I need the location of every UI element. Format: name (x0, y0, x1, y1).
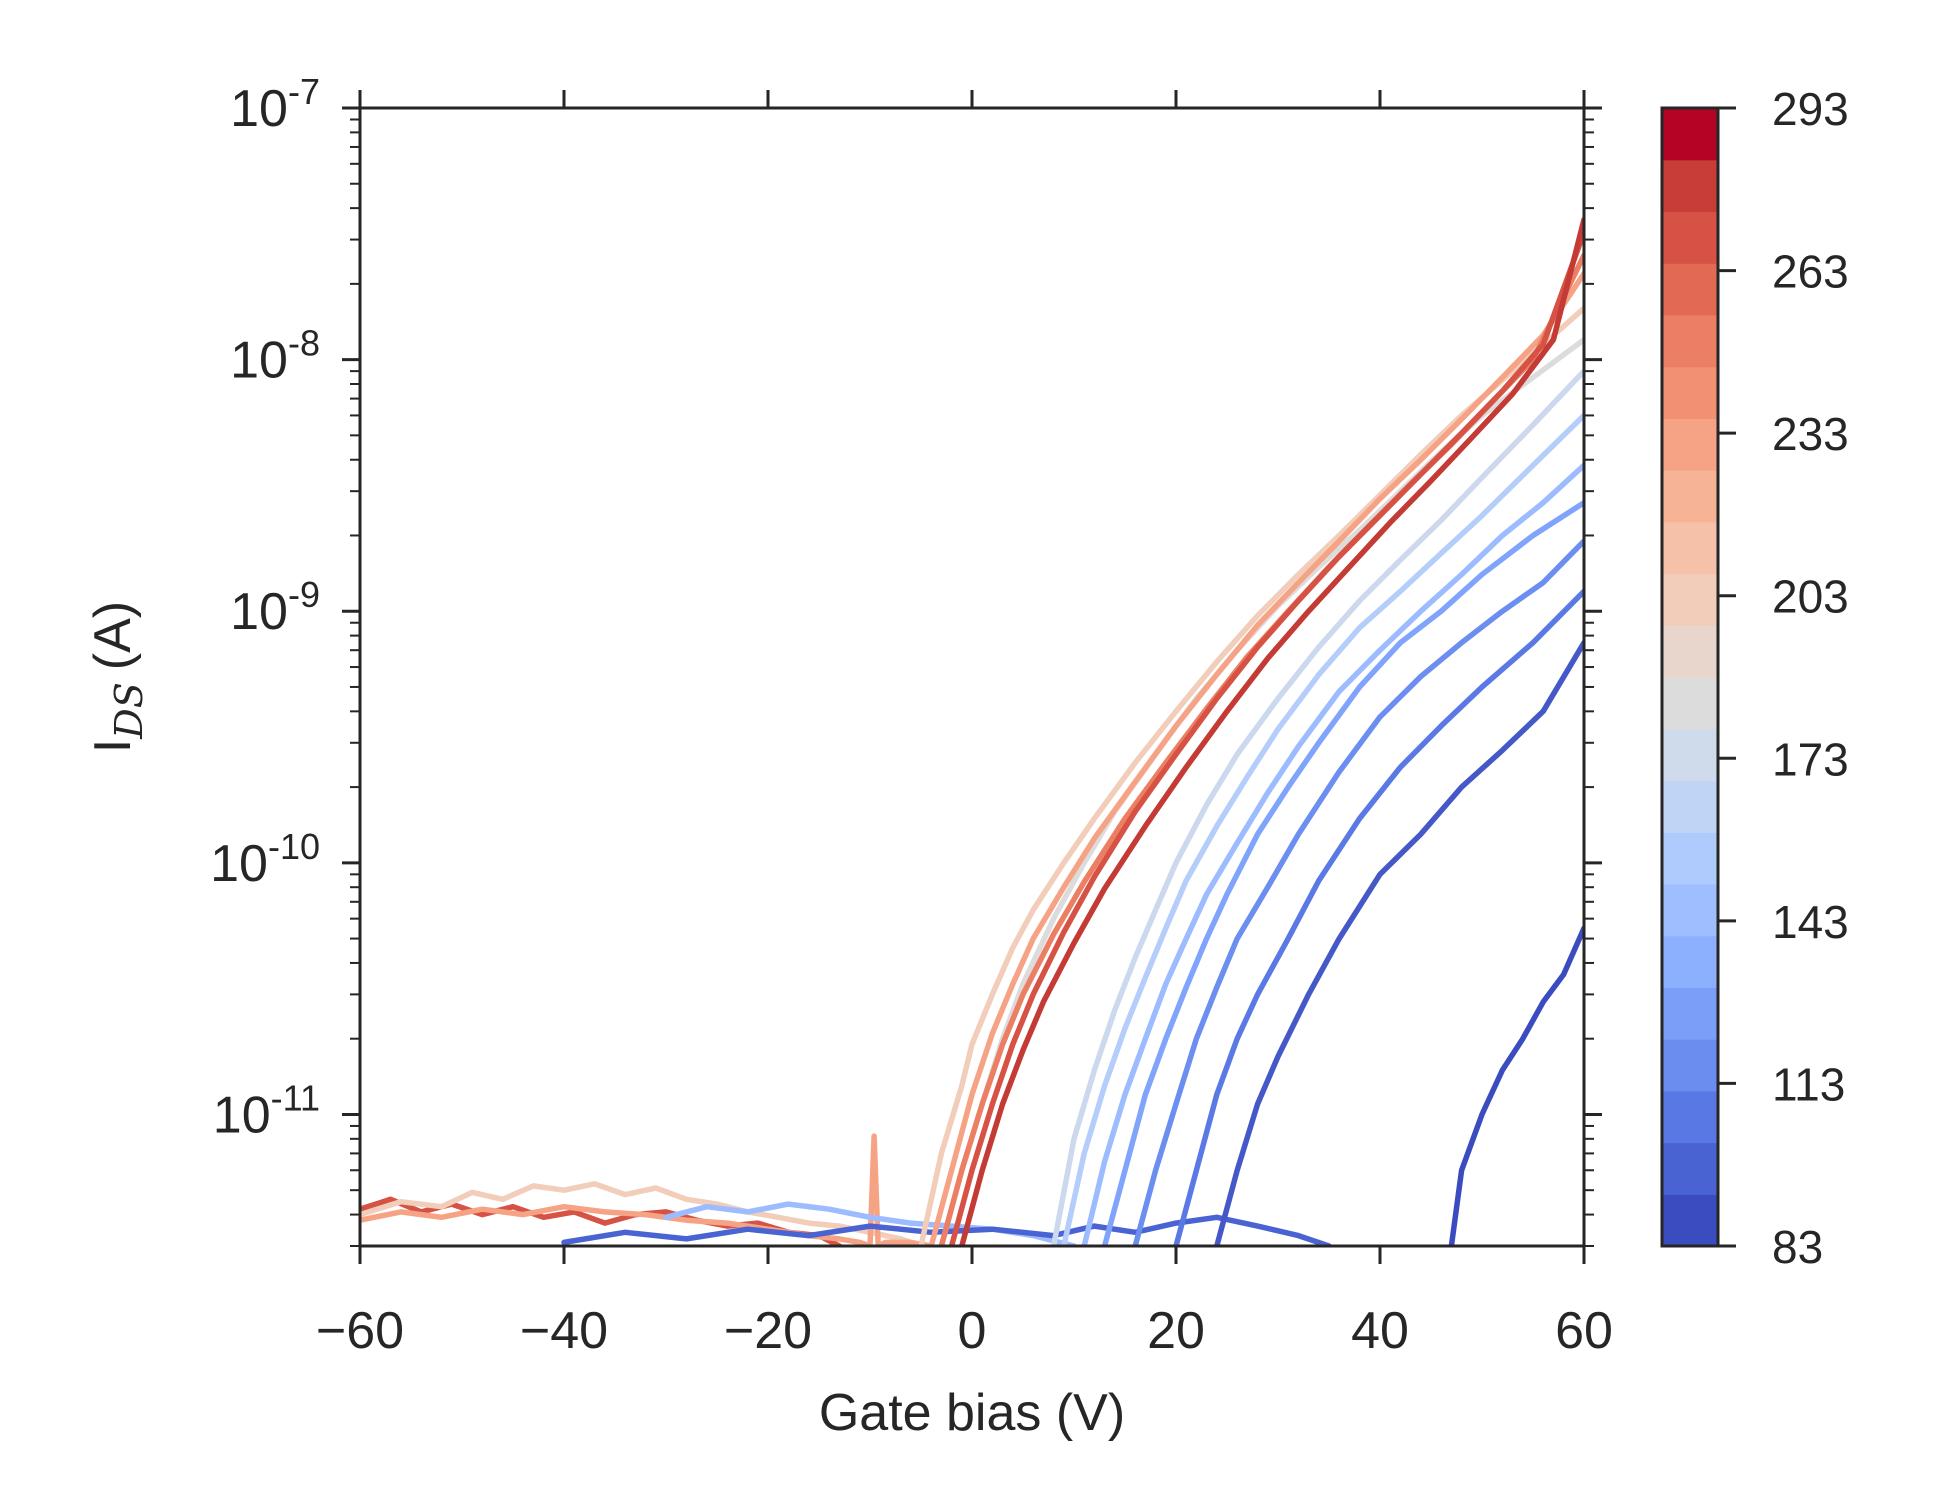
colorbar-segment (1662, 573, 1718, 626)
y-tick-label: 10-7 (230, 71, 320, 138)
tick-layer: −60 −40 −20 0 20 40 60 10-11 10-10 10-9 10-8 10-7 (210, 71, 1613, 1360)
colorbar-tick-label: 143 (1772, 896, 1849, 948)
x-tick-label: −20 (724, 1302, 812, 1360)
noise-line-4 (561, 1214, 1332, 1246)
series-line-143K (1101, 499, 1584, 1246)
series-line-233K (928, 270, 1584, 1246)
series-line-158K (1081, 462, 1584, 1246)
colorbar-segment (1662, 987, 1718, 1040)
y-tick-label: 10-8 (230, 323, 320, 390)
colorbar-tick-label: 83 (1772, 1221, 1823, 1273)
y-axis-label: IDS (A) (84, 601, 151, 753)
colorbar-tick-label: 203 (1772, 571, 1849, 623)
colorbar-segment (1662, 625, 1718, 678)
series-line-263K (948, 229, 1584, 1246)
colorbar-segment (1662, 521, 1718, 575)
series-line-283K (959, 216, 1584, 1246)
series-line-83K (1448, 925, 1584, 1246)
colorbar-segment (1662, 780, 1718, 833)
x-tick-label: −60 (316, 1302, 404, 1360)
series-line-218K (918, 305, 1584, 1246)
plot-frame (358, 106, 1586, 1248)
x-axis-label: Gate bias (V) (819, 1384, 1125, 1442)
colorbar-tick-label: 233 (1772, 408, 1849, 460)
colorbar-segment (1662, 883, 1718, 937)
colorbar-tick-label: 113 (1772, 1058, 1845, 1110)
colorbar-segment (1662, 935, 1718, 988)
colorbar-segment (1662, 211, 1718, 264)
x-tick-label: 40 (1351, 1302, 1409, 1360)
x-tick-label: −40 (520, 1302, 608, 1360)
y-tick-label: 10-11 (213, 1077, 320, 1144)
noise-line-1 (360, 1181, 924, 1246)
colorbar-frame (1660, 106, 1720, 1248)
x-tick-label: 60 (1555, 1302, 1613, 1360)
colorbar-segment (1662, 159, 1718, 213)
colorbar-segment (1662, 677, 1718, 730)
series-line-188K (1050, 368, 1584, 1246)
colorbar-tick-label: 293 (1772, 83, 1849, 135)
y-axis-label-subscript: DS (107, 682, 151, 740)
y-axis-label-main: I (84, 739, 142, 753)
series-layer (360, 216, 1584, 1246)
colorbar-segment (1662, 263, 1718, 316)
colorbar-segment (1662, 1142, 1718, 1195)
colorbar-segment (1662, 1194, 1718, 1247)
colorbar-tick-label: 173 (1772, 733, 1849, 785)
y-axis-label-unit: (A) (84, 601, 142, 670)
y-tick-label: 10-10 (210, 826, 320, 893)
colorbar-segment (1662, 728, 1718, 782)
colorbar-segment (1662, 366, 1718, 419)
colorbar-segment (1662, 1039, 1718, 1092)
colorbar-segment (1662, 832, 1718, 885)
colorbar-segment (1662, 314, 1718, 368)
series-line-128K (1132, 538, 1584, 1246)
colorbar-segment (1662, 470, 1718, 523)
x-tick-label: 0 (958, 1302, 987, 1360)
colorbar-segment (1662, 1090, 1718, 1144)
colorbar-segment (1662, 418, 1718, 471)
series-line-173K (1061, 412, 1584, 1246)
series-line-113K (1173, 588, 1584, 1246)
colorbar: 83 113 143 173 203 233 263 293 (1660, 83, 1849, 1273)
y-tick-label: 10-9 (230, 574, 320, 641)
colorbar-tick-label: 263 (1772, 246, 1849, 298)
x-tick-label: 20 (1147, 1302, 1205, 1360)
series-line-93K (1214, 639, 1584, 1246)
colorbar-segment (1662, 108, 1718, 161)
